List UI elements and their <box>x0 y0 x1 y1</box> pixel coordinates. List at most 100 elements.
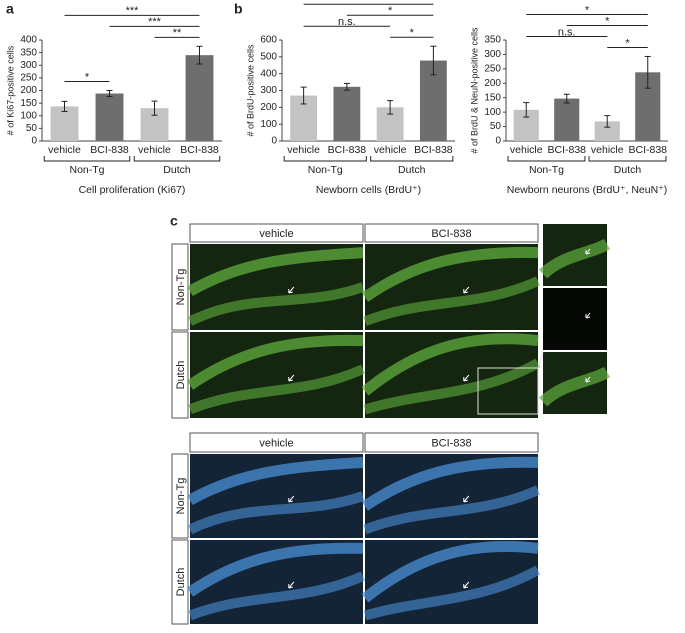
y-tick-label: 350 <box>20 47 37 58</box>
panel-label: b <box>234 1 243 17</box>
y-tick-label: 0 <box>31 136 37 147</box>
bar <box>95 93 124 141</box>
tissue-band <box>187 247 364 297</box>
significance-label: * <box>85 71 90 83</box>
group-label: Non-Tg <box>69 164 104 176</box>
tissue-band <box>187 491 365 535</box>
column-header-box <box>364 223 539 243</box>
significance-label: * <box>585 4 590 16</box>
x-tick-label: BCI-838 <box>547 144 586 156</box>
column-header-box <box>189 223 364 243</box>
y-tick-label: 400 <box>20 35 37 46</box>
caption: Newborn neurons (BrdU⁺, NeuN⁺) <box>507 184 667 196</box>
column-header-box <box>189 432 364 453</box>
x-tick-label: vehicle <box>138 144 171 156</box>
arrow <box>463 374 470 382</box>
y-tick-label: 300 <box>260 85 277 96</box>
x-tick-label: vehicle <box>374 144 407 156</box>
tissue-band <box>361 246 539 302</box>
tissue-band <box>187 282 365 326</box>
x-tick-label: vehicle <box>591 144 624 156</box>
bar <box>50 106 79 141</box>
y-tick-label: 200 <box>484 78 501 89</box>
y-tick-label: 200 <box>260 102 277 113</box>
panel-label: c <box>170 213 178 229</box>
y-tick-label: 50 <box>490 121 502 132</box>
column-header: BCI-838 <box>431 228 471 240</box>
row-header-box <box>171 539 189 625</box>
y-axis-label: # of Ki67-positive cells <box>5 45 15 135</box>
significance-label: * <box>605 15 610 27</box>
y-tick-label: 250 <box>20 73 37 84</box>
tissue-band <box>361 541 539 603</box>
panel-label: a <box>6 1 14 17</box>
tissue-band <box>186 334 364 390</box>
row-header: Non-Tg <box>175 269 187 306</box>
significance-label: *** <box>126 5 140 17</box>
tissue-band <box>187 456 364 505</box>
caption: Newborn cells (BrdU⁺) <box>316 184 421 196</box>
tissue-band <box>188 364 366 415</box>
bar <box>185 55 214 141</box>
bar <box>554 98 580 141</box>
y-tick-label: 200 <box>20 85 37 96</box>
inset-box <box>477 367 539 415</box>
row-header: Dutch <box>175 568 187 597</box>
column-header: vehicle <box>259 437 293 449</box>
tissue-band <box>363 565 541 621</box>
arrow <box>463 286 470 294</box>
caption: Cell proliferation (Ki67) <box>79 184 186 196</box>
x-tick-label: BCI-838 <box>414 144 453 156</box>
y-tick-label: 400 <box>260 68 277 79</box>
group-label: Dutch <box>614 164 642 176</box>
tissue-band <box>363 276 541 327</box>
group-label: Non-Tg <box>308 164 343 176</box>
x-tick-label: vehicle <box>48 144 81 156</box>
column-header-box <box>364 432 539 453</box>
significance-label: * <box>625 37 630 49</box>
y-tick-label: 600 <box>260 35 277 46</box>
bar <box>594 121 620 141</box>
y-tick-label: 100 <box>260 119 277 130</box>
tissue-band <box>186 542 364 597</box>
row-header: Non-Tg <box>175 478 187 515</box>
arrow <box>463 495 470 503</box>
tissue-band <box>538 366 611 407</box>
group-bracket <box>588 156 667 162</box>
x-tick-label: vehicle <box>510 144 543 156</box>
significance-label: *** <box>148 16 162 28</box>
tissue-band <box>363 485 541 535</box>
group-bracket <box>283 156 367 162</box>
group-label: Non-Tg <box>529 164 564 176</box>
bar <box>333 86 361 141</box>
x-tick-label: BCI-838 <box>180 144 219 156</box>
y-tick-label: 300 <box>484 49 501 60</box>
group-bracket <box>133 156 221 162</box>
y-tick-label: 0 <box>271 136 277 147</box>
group-bracket <box>507 156 586 162</box>
group-bracket <box>370 156 454 162</box>
arrow <box>288 495 295 503</box>
y-tick-label: 100 <box>20 110 37 121</box>
y-axis-label: # of BrdU-positive cells <box>245 44 255 137</box>
column-header: vehicle <box>259 228 293 240</box>
y-tick-label: 350 <box>484 35 501 46</box>
arrow <box>585 376 591 383</box>
x-tick-label: BCI-838 <box>628 144 667 156</box>
significance-label: * <box>410 27 415 39</box>
tissue-band <box>361 456 539 511</box>
significance-label: ** <box>173 27 182 39</box>
arrow <box>463 581 470 589</box>
significance-label: n.s. <box>558 26 576 38</box>
group-bracket <box>43 156 131 162</box>
y-tick-label: 150 <box>484 92 501 103</box>
row-header: Dutch <box>175 361 187 390</box>
significance-label: n.s. <box>338 16 356 28</box>
inset-micrograph <box>543 288 607 350</box>
inset-link <box>537 352 544 369</box>
tissue-band <box>538 238 611 279</box>
y-tick-label: 100 <box>484 107 501 118</box>
significance-label: * <box>388 5 393 17</box>
y-axis-label: # of BrdU & NeuN-positive cells <box>469 27 479 154</box>
